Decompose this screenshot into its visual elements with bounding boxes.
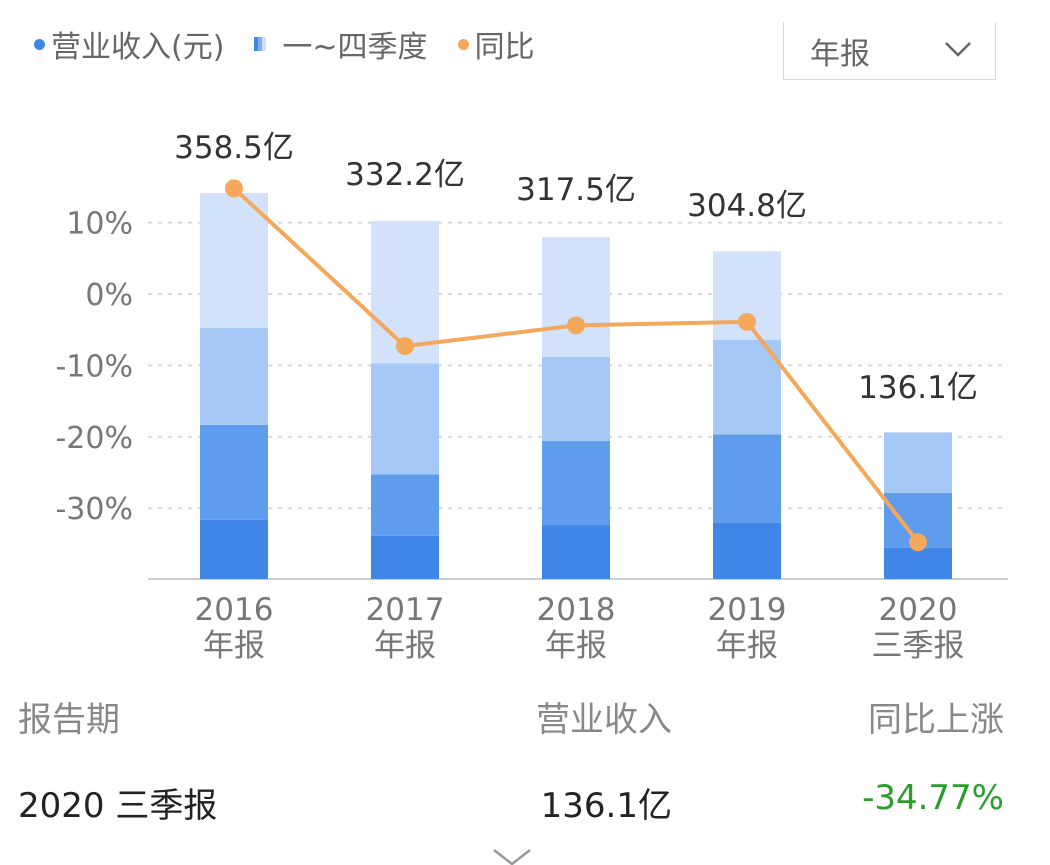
x-tick-label: 年报: [203, 628, 265, 664]
x-tick-label: 年报: [374, 628, 436, 664]
y-tick-label: 10%: [66, 207, 133, 242]
x-tick-label: 年报: [716, 628, 778, 664]
revenue-chart: 10%0%-10%-20%-30%2016年报2017年报2018年报2019年…: [55, 130, 1008, 664]
y-tick-label: 0%: [85, 278, 133, 313]
bar-segment-q1: [542, 525, 610, 579]
quarters-swatch-icon: [254, 37, 267, 51]
legend-item-revenue[interactable]: 营业收入(元): [34, 22, 224, 66]
chevron-down-icon: [945, 42, 971, 57]
bar-segment-q4: [200, 193, 268, 328]
expand-chevron-icon[interactable]: [490, 848, 534, 865]
bar-segment-q1: [371, 535, 439, 579]
period-select[interactable]: 年报: [783, 22, 996, 80]
bar-segment-q2: [200, 424, 268, 520]
header-yoy: 同比上涨: [868, 700, 1004, 740]
yoy-point: [396, 337, 414, 356]
bar-segment-q2: [542, 441, 610, 526]
y-tick-label: -20%: [55, 421, 133, 456]
header-period: 报告期: [18, 700, 120, 740]
legend-quarters-label: 一~四季度: [282, 30, 428, 65]
x-tick-label: 2020: [879, 592, 958, 628]
yoy-point: [738, 312, 756, 331]
x-tick-label: 2017: [366, 592, 445, 628]
legend-item-yoy[interactable]: 同比: [457, 22, 535, 66]
yoy-dot-icon: [457, 38, 469, 50]
data-label: 136.1亿: [858, 370, 978, 406]
y-tick-label: -30%: [55, 492, 133, 527]
bar-segment-q4: [542, 237, 610, 357]
x-tick-label: 2019: [708, 592, 787, 628]
bar-segment-q1: [713, 522, 781, 579]
bar-segment-q3: [200, 327, 268, 425]
x-tick-label: 年报: [545, 628, 607, 664]
bar-segment-q3: [542, 356, 610, 442]
data-label: 332.2亿: [345, 157, 465, 193]
bar-segment-q2: [371, 474, 439, 536]
bar-segment-q3: [713, 339, 781, 435]
bar-segment-q2: [713, 434, 781, 523]
period-select-value: 年报: [810, 36, 870, 72]
data-label: 317.5亿: [516, 172, 636, 208]
x-tick-label: 2018: [537, 592, 616, 628]
bar-segment-q3: [371, 363, 439, 475]
legend-item-quarters[interactable]: 一~四季度: [254, 22, 428, 66]
x-tick-label: 三季报: [872, 628, 965, 664]
data-label: 358.5亿: [174, 130, 294, 166]
revenue-dot-icon: [34, 38, 45, 50]
chart-legend: 营业收入(元) 一~四季度 同比: [34, 22, 565, 66]
row-yoy: -34.77%: [862, 778, 1004, 818]
data-label: 304.8亿: [687, 188, 807, 224]
header-revenue: 营业收入: [536, 700, 672, 740]
bar-segment-q3: [884, 432, 952, 493]
legend-revenue-label: 营业收入(元): [51, 30, 225, 65]
legend-yoy-label: 同比: [474, 30, 535, 65]
y-tick-label: -10%: [55, 349, 133, 384]
yoy-point: [909, 533, 927, 552]
bar-segment-q1: [884, 547, 952, 579]
x-tick-label: 2016: [195, 592, 274, 628]
bar-segment-q1: [200, 519, 268, 579]
row-period: 2020 三季报: [18, 786, 218, 826]
yoy-point: [225, 179, 243, 198]
yoy-point: [567, 316, 585, 335]
row-revenue: 136.1亿: [540, 786, 672, 826]
